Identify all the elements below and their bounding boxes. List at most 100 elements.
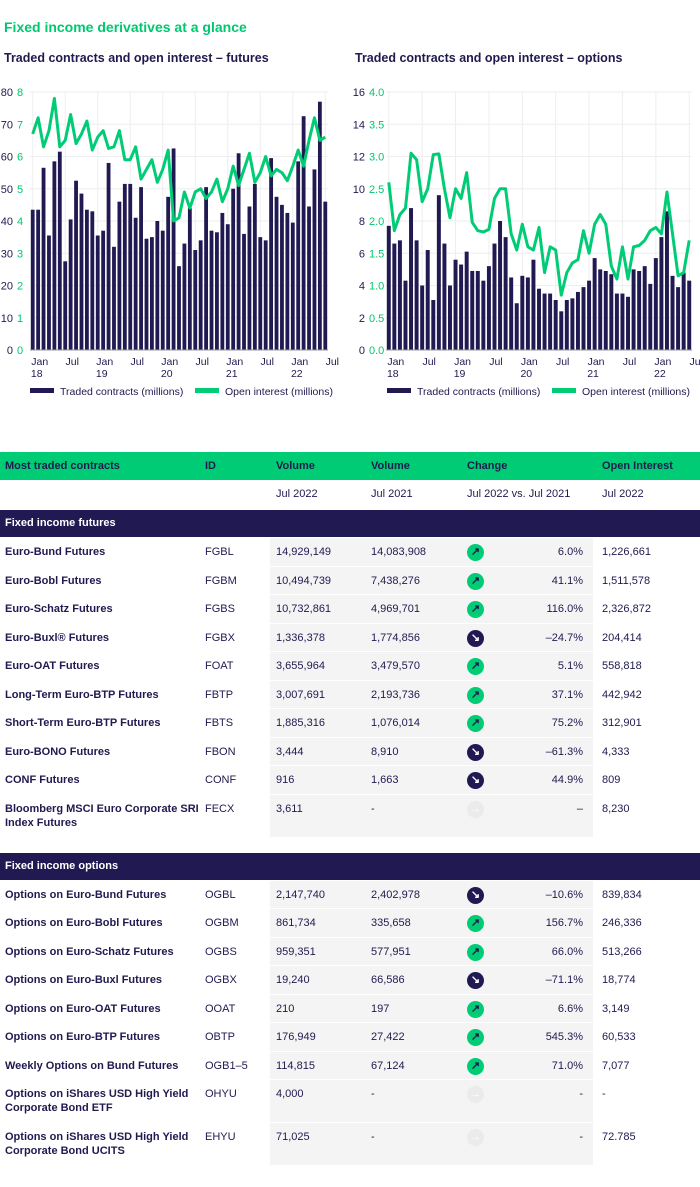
table-row[interactable]: Options on iShares USD High Yield Corpor… (0, 1079, 700, 1122)
volume-2022: 861,734 (276, 917, 316, 929)
y-left-tick-label: 2 (359, 313, 365, 325)
bar (653, 258, 658, 350)
table-row[interactable]: Euro-Buxl® Futures FGBX 1,336,378 1,774,… (0, 622, 700, 651)
bar (57, 151, 62, 350)
y-right-tick-label: 0 (17, 345, 23, 357)
bar (648, 283, 653, 350)
bar (453, 259, 458, 350)
x-tick-label: Jan (521, 356, 538, 368)
table-row[interactable]: Options on iShares USD High Yield Corpor… (0, 1122, 700, 1165)
bar (475, 270, 480, 350)
bar (614, 293, 619, 350)
volume-2021: 8,910 (371, 745, 399, 758)
y-left-tick-label: 0 (359, 345, 365, 357)
table-row[interactable]: Euro-Bund Futures FGBL 14,929,149 14,083… (0, 537, 700, 566)
bar (397, 240, 402, 350)
open-interest: 2,326,872 (602, 603, 651, 615)
table-row[interactable]: Options on Euro-BTP Futures OBTP 176,949… (0, 1022, 700, 1051)
contract-name: Options on Euro-Bund Futures (5, 888, 167, 901)
volume-2021: 2,402,978 (371, 888, 420, 901)
volume-2021: 1,774,856 (371, 631, 420, 644)
bar (676, 287, 681, 350)
change-percent: 66.0% (551, 945, 583, 958)
bar (323, 201, 328, 350)
x-tick-label: Jul (326, 356, 339, 368)
bar (470, 270, 475, 350)
bar (187, 208, 192, 350)
bar (620, 293, 625, 350)
change-percent: - (579, 1088, 583, 1100)
bar (425, 250, 430, 350)
table-row[interactable]: Options on Euro-OAT Futures OOAT 210 197… (0, 993, 700, 1022)
bar (177, 266, 181, 350)
table-row[interactable]: Options on Euro-Schatz Futures OGBS 959,… (0, 936, 700, 965)
volume-2021: 67,124 (371, 1059, 405, 1072)
table-header-row: Most traded contracts ID Volume Volume Chang… (0, 452, 700, 480)
y-left-tick-label: 20 (1, 281, 13, 293)
open-interest: 18,774 (602, 974, 636, 986)
bar (252, 183, 257, 350)
bar (301, 116, 306, 350)
bar (481, 280, 486, 350)
bar (95, 235, 100, 350)
table-row[interactable]: CONF Futures CONF 916 1,663 ↘ 44.9% 809 (0, 765, 700, 794)
contract-id: OGBM (205, 917, 239, 929)
bar (79, 193, 84, 350)
column-subheader: Jul 2022 vs. Jul 2021 (467, 488, 571, 500)
contract-name: Options on iShares USD High Yield Corpor… (5, 1131, 189, 1157)
options-chart: 0 0.0 2 0.5 4 1.0 6 1.5 8 2.0 10 2.5 12 3.0 14 3.5 16 4.0… (353, 87, 700, 398)
bar (642, 266, 647, 350)
bar (263, 240, 268, 350)
bar (581, 287, 586, 350)
table-row[interactable]: Euro-BONO Futures FBON 3,444 8,910 ↘ –61… (0, 736, 700, 765)
table-row[interactable]: Options on Euro-Bund Futures OGBL 2,147,… (0, 879, 700, 908)
contract-name: Long-Term Euro-BTP Futures (5, 688, 159, 701)
trend-down-icon: ↘ (467, 972, 484, 989)
legend-swatch-traded (387, 388, 411, 393)
volume-2022: 10,494,739 (276, 574, 332, 587)
contract-id: OOAT (205, 1002, 236, 1015)
volume-2021: 197 (371, 1002, 390, 1015)
open-interest: 839,834 (602, 888, 642, 901)
x-tick-label: Jul (261, 356, 274, 368)
bar (236, 153, 241, 350)
bar (144, 238, 149, 350)
y-left-tick-label: 40 (1, 216, 13, 228)
contract-id: FGBX (205, 631, 235, 644)
table-row[interactable]: Weekly Options on Bund Futures OGB1–5 11… (0, 1050, 700, 1079)
table-row[interactable]: Options on Euro-Buxl Futures OGBX 19,240… (0, 965, 700, 994)
bar (225, 224, 230, 350)
table-row[interactable]: Long-Term Euro-BTP Futures FBTP 3,007,69… (0, 679, 700, 708)
trend-up-icon: ↗ (467, 943, 484, 961)
bar (670, 275, 675, 350)
open-interest: 809 (602, 774, 621, 786)
section-title: Fixed income options (5, 859, 119, 872)
bar (587, 280, 592, 350)
contract-name: Options on Euro-Bobl Futures (5, 917, 163, 929)
volume-2021: 1,663 (371, 774, 399, 786)
table-row[interactable]: Euro-OAT Futures FOAT 3,655,964 3,479,57… (0, 651, 700, 680)
volume-2022: 2,147,740 (276, 888, 325, 901)
volume-2022: 4,000 (276, 1088, 304, 1100)
bar (106, 162, 111, 350)
table-row[interactable]: Euro-Schatz Futures FGBS 10,732,861 4,96… (0, 594, 700, 623)
x-tick-label: Jul (196, 356, 209, 368)
bar (575, 291, 580, 350)
bar (681, 272, 686, 350)
y-right-tick-label: 6 (17, 152, 23, 164)
table-row[interactable]: Bloomberg MSCI Euro Corporate SRI Index … (0, 793, 700, 837)
bar (285, 212, 290, 350)
contract-id: FBTP (205, 688, 234, 701)
y-left-tick-label: 10 (353, 184, 365, 196)
bar (312, 169, 317, 350)
bar (564, 300, 569, 350)
x-tick-label: Jul (556, 356, 569, 368)
table-row[interactable]: Short-Term Euro-BTP Futures FBTS 1,885,3… (0, 708, 700, 737)
bar (290, 222, 295, 350)
x-tick-label: Jan (161, 356, 178, 368)
open-interest: 204,414 (602, 631, 642, 644)
bar (90, 211, 95, 350)
y-left-tick-label: 16 (353, 87, 365, 99)
table-row[interactable]: Euro-Bobl Futures FGBM 10,494,739 7,438,… (0, 565, 700, 594)
table-row[interactable]: Options on Euro-Bobl Futures OGBM 861,73… (0, 908, 700, 937)
